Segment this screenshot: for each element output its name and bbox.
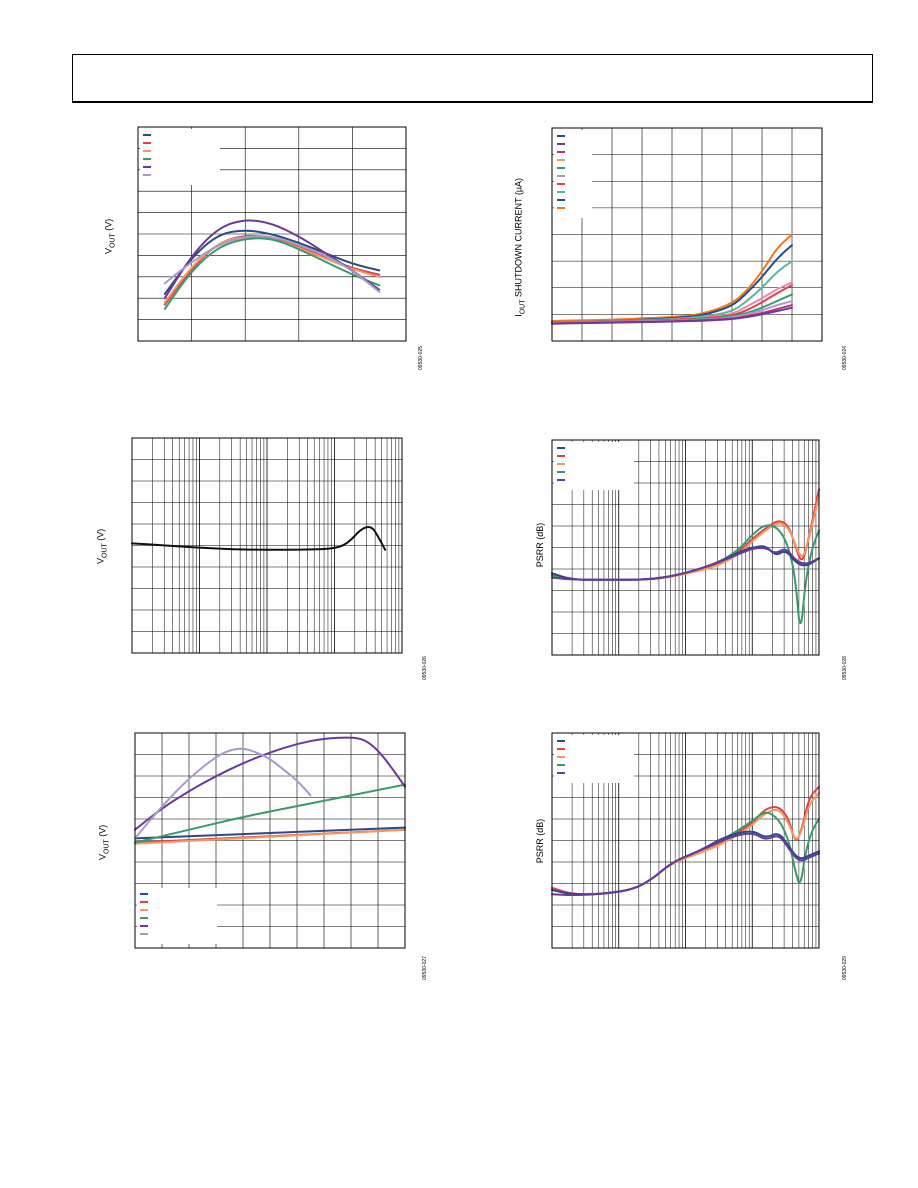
- legend: [140, 129, 220, 185]
- series-line-black: [131, 526, 387, 551]
- chart-4-ylabel-tail: SHUTDOWN CURRENT (µA): [513, 177, 524, 300]
- chart-2-ylabel-main: V: [95, 558, 106, 565]
- legend-box: [554, 442, 634, 490]
- legend-box: [140, 129, 220, 185]
- legend: [554, 130, 592, 218]
- chart-1-ylabel-main: V: [103, 248, 114, 255]
- grid: [552, 128, 822, 341]
- chart-6: [551, 732, 820, 949]
- chart-3-ylabel-main: V: [97, 854, 108, 861]
- chart-1-ylabel-tail: (V): [103, 218, 114, 234]
- plot-frame: [137, 126, 407, 342]
- chart-2-ylabel-tail: (V): [95, 528, 106, 544]
- series-line-green: [134, 783, 406, 844]
- legend-box: [137, 888, 217, 944]
- series-line-lavender: [163, 235, 381, 293]
- chart-2-ylabel-sub: OUT: [101, 543, 109, 559]
- series-line-orange: [163, 235, 381, 304]
- series-line-purple: [551, 306, 793, 325]
- chart-3-ylabel-tail: (V): [97, 824, 108, 840]
- plot-frame: [551, 127, 823, 342]
- chart-6-ylabel-main: PSRR (dB): [535, 818, 545, 864]
- series-line-purple: [134, 736, 406, 831]
- chart-4-ylabel-main: I: [513, 314, 524, 317]
- chart-1-ylabel: VOUT (V): [104, 196, 117, 276]
- series-line-lavender: [134, 747, 312, 840]
- chart-6-ylabel: PSRR (dB): [535, 801, 545, 881]
- chart-2: [131, 437, 403, 654]
- series-line-purple: [551, 832, 820, 897]
- chart-3-figure-code: 09530-027: [422, 956, 428, 980]
- series-line-red: [163, 234, 381, 306]
- chart-3-ylabel-sub: OUT: [103, 839, 111, 855]
- chart-4-figure-code: 09530-024: [842, 346, 848, 370]
- chart-2-ylabel: VOUT (V): [96, 506, 109, 586]
- legend: [137, 888, 217, 944]
- chart-5-ylabel-main: PSRR (dB): [535, 522, 545, 568]
- chart-1: [137, 126, 407, 342]
- legend: [554, 442, 634, 490]
- plot-frame: [551, 439, 820, 656]
- plot-frame: [134, 732, 406, 949]
- chart-5-figure-code: 09530-028: [842, 656, 848, 680]
- series-line-green: [163, 237, 381, 310]
- plot-frame: [551, 732, 820, 949]
- chart-5-ylabel: PSRR (dB): [535, 505, 545, 585]
- chart-6-figure-code: 09530-029: [842, 956, 848, 980]
- chart-3-ylabel: VOUT (V): [98, 802, 111, 882]
- chart-4: [551, 127, 823, 342]
- series-line-purple: [163, 219, 381, 300]
- chart-5: [551, 439, 820, 656]
- chart-4-ylabel: IOUT SHUTDOWN CURRENT (µA): [514, 157, 527, 337]
- chart-2-figure-code: 09530-026: [422, 656, 428, 680]
- chart-1-ylabel-sub: OUT: [109, 233, 117, 249]
- plot-frame: [131, 437, 403, 654]
- series-line-darkorange: [551, 233, 793, 323]
- series-line-purple: [551, 546, 820, 581]
- legend-box: [554, 735, 634, 783]
- chart-3: [134, 732, 406, 949]
- chart-1-figure-code: 09530-025: [418, 346, 424, 370]
- page-header-box: [72, 54, 873, 103]
- legend: [554, 735, 634, 783]
- chart-4-ylabel-sub: OUT: [519, 299, 527, 315]
- series-line-navy: [134, 826, 406, 840]
- series-line-orange: [134, 828, 406, 845]
